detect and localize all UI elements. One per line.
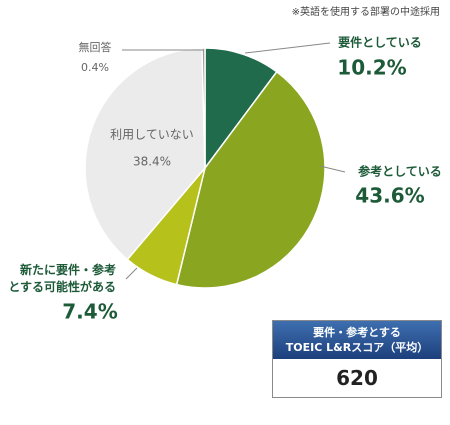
value-label: 38.4% bbox=[133, 155, 171, 169]
score-box: 要件・参考とする TOEIC L&Rスコア（平均） 620 bbox=[272, 320, 442, 398]
category-label: 要件としている bbox=[338, 35, 422, 50]
pie-slice bbox=[201, 47, 206, 169]
leader-line bbox=[244, 42, 331, 54]
category-label: 新たに要件・参考とする可能性がある bbox=[8, 263, 116, 294]
leader-line bbox=[125, 267, 138, 280]
category-label: 参考としている bbox=[358, 164, 442, 179]
category-label: 利用していない bbox=[110, 128, 194, 142]
score-value: 620 bbox=[273, 359, 441, 397]
value-label: 43.6% bbox=[355, 184, 424, 208]
leader-line bbox=[319, 165, 346, 173]
score-box-title: 要件・参考とする bbox=[313, 326, 401, 339]
pie-slice bbox=[84, 47, 206, 261]
pie bbox=[84, 47, 326, 289]
category-label: 無回答 bbox=[79, 40, 112, 54]
pie-slice bbox=[204, 47, 278, 171]
value-label: 0.4% bbox=[81, 61, 109, 74]
pie-slice bbox=[175, 70, 326, 289]
score-box-subtitle: TOEIC L&Rスコア（平均） bbox=[285, 341, 429, 354]
value-label: 10.2% bbox=[337, 56, 406, 80]
value-label: 7.4% bbox=[62, 300, 117, 324]
note: ※英語を使用する部署の中途採用 bbox=[292, 5, 440, 18]
score-box-header: 要件・参考とする TOEIC L&Rスコア（平均） bbox=[273, 321, 441, 359]
